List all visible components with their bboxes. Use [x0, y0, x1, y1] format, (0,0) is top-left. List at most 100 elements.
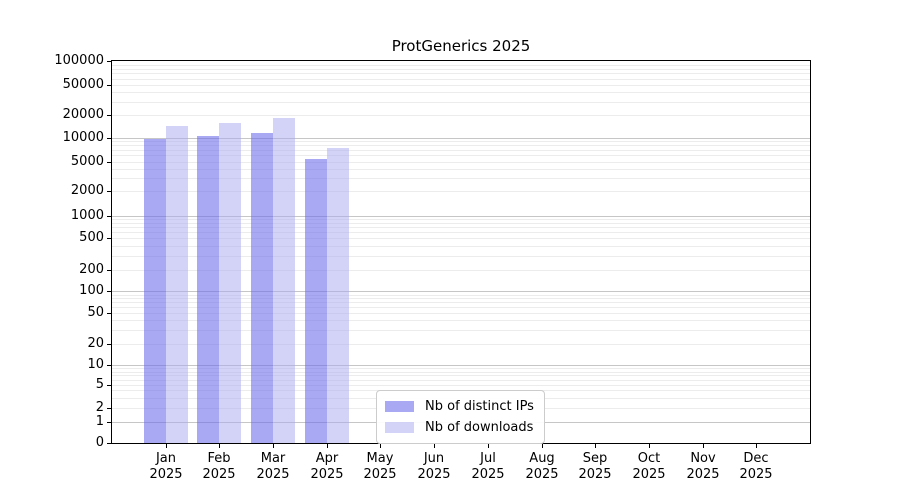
x-tick-label-jan: Jan 2025 [149, 451, 183, 482]
legend-swatch-downloads [385, 422, 414, 433]
y-tick-label-1000: 1000 [70, 208, 104, 223]
major-gridline-10 [112, 365, 810, 366]
bar-downloads-apr [327, 148, 349, 443]
x-tick-mark-dec [756, 444, 757, 448]
y-tick-mark-50000 [107, 85, 111, 86]
minor-gridline-4000 [112, 169, 810, 170]
minor-gridline-300 [112, 256, 810, 257]
y-tick-label-2: 2 [95, 400, 104, 415]
x-tick-label-apr: Apr 2025 [310, 451, 344, 482]
bar-ips-jan [144, 139, 166, 443]
minor-gridline-40 [112, 320, 810, 321]
x-tick-mark-jan [166, 444, 167, 448]
bar-downloads-jan [166, 126, 188, 443]
y-tick-label-10: 10 [87, 357, 104, 372]
legend: Nb of distinct IPs Nb of downloads [376, 390, 545, 444]
minor-gridline-6000 [112, 155, 810, 156]
y-tick-label-500: 500 [79, 230, 104, 245]
x-tick-mark-aug [542, 444, 543, 448]
minor-gridline-9000 [112, 141, 810, 142]
y-tick-mark-100000 [107, 61, 111, 62]
minor-gridline-400 [112, 246, 810, 247]
y-tick-label-50: 50 [87, 305, 104, 320]
y-tick-label-0: 0 [95, 435, 104, 450]
x-tick-mark-oct [649, 444, 650, 448]
y-tick-mark-50 [107, 313, 111, 314]
x-tick-label-mar: Mar 2025 [256, 451, 290, 482]
x-tick-label-nov: Nov 2025 [686, 451, 720, 482]
x-tick-label-oct: Oct 2025 [632, 451, 666, 482]
x-tick-mark-nov [703, 444, 704, 448]
minor-gridline-60 [112, 307, 810, 308]
x-tick-mark-feb [219, 444, 220, 448]
y-tick-label-5: 5 [95, 377, 104, 392]
minor-gridline-600 [112, 232, 810, 233]
minor-gridline-40000 [112, 92, 810, 93]
x-tick-mark-sep [595, 444, 596, 448]
x-tick-label-may: May 2025 [363, 451, 397, 482]
y-tick-mark-20000 [107, 115, 111, 116]
x-tick-label-sep: Sep 2025 [578, 451, 612, 482]
x-tick-mark-jun [434, 444, 435, 448]
minor-gridline-9 [112, 368, 810, 369]
minor-gridline-70000 [112, 73, 810, 74]
y-tick-label-5000: 5000 [70, 154, 104, 169]
y-tick-mark-200 [107, 270, 111, 271]
y-tick-label-100000: 100000 [54, 53, 104, 68]
x-tick-mark-jul [488, 444, 489, 448]
minor-gridline-70 [112, 302, 810, 303]
y-tick-mark-2000 [107, 191, 111, 192]
legend-swatch-distinct-ips [385, 401, 414, 412]
minor-gridline-20 [112, 344, 810, 345]
minor-gridline-80000 [112, 69, 810, 70]
minor-gridline-200 [112, 270, 810, 271]
y-tick-label-50000: 50000 [62, 77, 104, 92]
legend-label-distinct-ips: Nb of distinct IPs [425, 399, 534, 414]
minor-gridline-90000 [112, 65, 810, 66]
bar-ips-feb [197, 136, 219, 443]
y-tick-label-200: 200 [79, 262, 104, 277]
minor-gridline-6 [112, 380, 810, 381]
x-tick-mark-may [380, 444, 381, 448]
minor-gridline-5000 [112, 162, 810, 163]
x-tick-label-aug: Aug 2025 [525, 451, 559, 482]
minor-gridline-7000 [112, 150, 810, 151]
x-tick-mark-apr [327, 444, 328, 448]
y-tick-label-2000: 2000 [70, 183, 104, 198]
x-tick-label-dec: Dec 2025 [739, 451, 773, 482]
minor-gridline-5 [112, 385, 810, 386]
y-tick-label-1: 1 [95, 414, 104, 429]
minor-gridline-500 [112, 238, 810, 239]
y-tick-label-20: 20 [87, 336, 104, 351]
bar-downloads-mar [273, 118, 295, 443]
minor-gridline-30000 [112, 102, 810, 103]
minor-gridline-2000 [112, 191, 810, 192]
y-tick-mark-0 [107, 443, 111, 444]
y-tick-mark-5000 [107, 162, 111, 163]
minor-gridline-7 [112, 375, 810, 376]
minor-gridline-60000 [112, 79, 810, 80]
y-tick-mark-2 [107, 408, 111, 409]
minor-gridline-50 [112, 313, 810, 314]
y-tick-label-10000: 10000 [62, 130, 104, 145]
minor-gridline-80 [112, 298, 810, 299]
y-tick-mark-20 [107, 344, 111, 345]
minor-gridline-700 [112, 227, 810, 228]
y-tick-label-100: 100 [79, 283, 104, 298]
y-tick-label-20000: 20000 [62, 107, 104, 122]
major-gridline-100 [112, 291, 810, 292]
y-tick-mark-10000 [107, 138, 111, 139]
minor-gridline-800 [112, 223, 810, 224]
legend-item-downloads: Nb of downloads [385, 420, 535, 435]
x-tick-label-jul: Jul 2025 [471, 451, 505, 482]
y-tick-mark-10 [107, 365, 111, 366]
minor-gridline-8 [112, 372, 810, 373]
y-tick-mark-100 [107, 291, 111, 292]
y-tick-mark-1 [107, 422, 111, 423]
bar-downloads-feb [219, 123, 241, 443]
y-tick-mark-500 [107, 238, 111, 239]
major-gridline-10000 [112, 138, 810, 139]
major-gridline-1000 [112, 216, 810, 217]
